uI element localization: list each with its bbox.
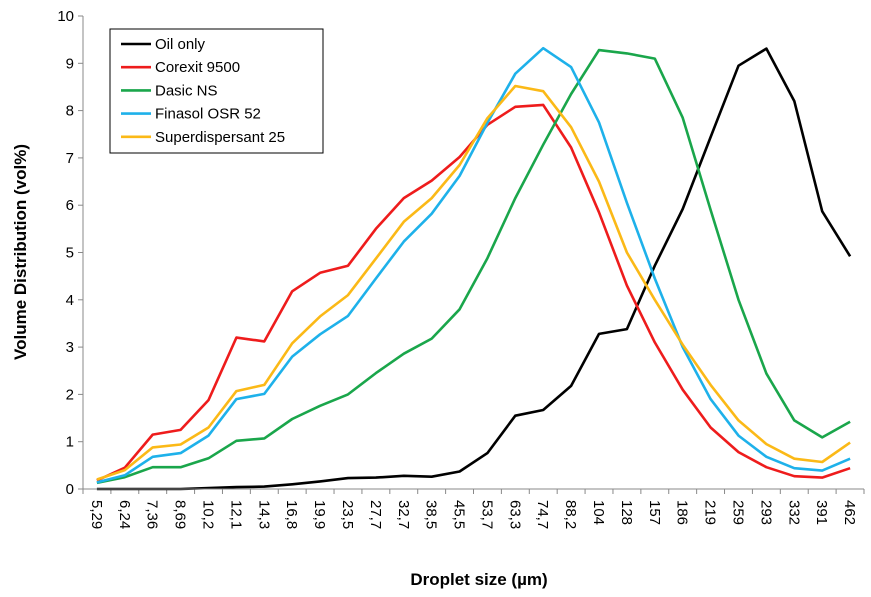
y-tick-label: 6 <box>66 197 74 214</box>
x-tick-label: 462 <box>841 500 858 525</box>
y-tick-label: 2 <box>66 386 74 403</box>
x-tick-label: 14,3 <box>255 500 272 529</box>
x-tick-label: 16,8 <box>283 500 300 529</box>
x-tick-label: 157 <box>646 500 663 525</box>
x-tick-label: 391 <box>813 500 830 525</box>
y-tick-label: 9 <box>66 55 74 72</box>
series-lines <box>96 46 852 491</box>
x-tick-label: 12,1 <box>227 500 244 529</box>
x-tick-label: 88,2 <box>562 500 579 529</box>
x-axis-title: Droplet size (µm) <box>410 570 547 589</box>
y-tick-label: 10 <box>57 8 74 25</box>
x-tick-label: 63,3 <box>506 500 523 529</box>
x-tick-label: 10,2 <box>200 500 217 529</box>
y-axis-ticks: 0 1 2 3 4 5 6 7 8 9 10 <box>57 8 83 498</box>
x-tick-label: 293 <box>757 500 774 525</box>
x-tick-label: 23,5 <box>339 500 356 529</box>
x-tick-label: 8,69 <box>172 500 189 529</box>
x-tick-label: 19,9 <box>311 500 328 529</box>
x-tick-label: 332 <box>785 500 802 525</box>
x-tick-label: 7,36 <box>144 500 161 529</box>
x-tick-label: 38,5 <box>423 500 440 529</box>
axes <box>82 16 864 490</box>
y-tick-label: 8 <box>66 103 74 120</box>
x-tick-label: 104 <box>590 500 607 525</box>
x-axis-ticks: 5,29 6,24 7,36 8,69 10,2 12,1 14,3 16,8 19,9 23,5… <box>82 489 865 529</box>
y-tick-label: 0 <box>66 481 74 498</box>
x-tick-label: 259 <box>729 500 746 525</box>
x-tick-label: 27,7 <box>367 500 384 529</box>
x-tick-label: 32,7 <box>395 500 412 529</box>
x-tick-label: 128 <box>618 500 635 525</box>
x-tick-label: 186 <box>674 500 691 525</box>
y-tick-label: 1 <box>66 434 74 451</box>
x-tick-label: 53,7 <box>478 500 495 529</box>
legend-label: Dasic NS <box>155 82 218 99</box>
legend-label: Oil only <box>155 36 206 53</box>
legend-label: Superdispersant 25 <box>155 129 285 146</box>
legend: Oil only Corexit 9500 Dasic NS Finasol OSR … <box>109 28 324 154</box>
x-tick-label: 5,29 <box>88 500 105 529</box>
series-line-0 <box>96 47 852 491</box>
y-axis-title: Volume Distribution (vol%) <box>11 144 30 360</box>
y-tick-label: 4 <box>66 292 74 309</box>
y-tick-label: 7 <box>66 150 74 167</box>
x-tick-label: 219 <box>702 500 719 525</box>
y-tick-label: 3 <box>66 339 74 356</box>
series-line-2 <box>96 48 851 485</box>
x-tick-label: 6,24 <box>116 500 133 529</box>
series-line-4 <box>96 84 851 481</box>
legend-label: Corexit 9500 <box>155 59 240 76</box>
series-line-3 <box>96 46 851 484</box>
legend-label: Finasol OSR 52 <box>155 106 261 123</box>
y-tick-label: 5 <box>66 245 74 262</box>
x-tick-label: 74,7 <box>534 500 551 529</box>
x-tick-label: 45,5 <box>451 500 468 529</box>
